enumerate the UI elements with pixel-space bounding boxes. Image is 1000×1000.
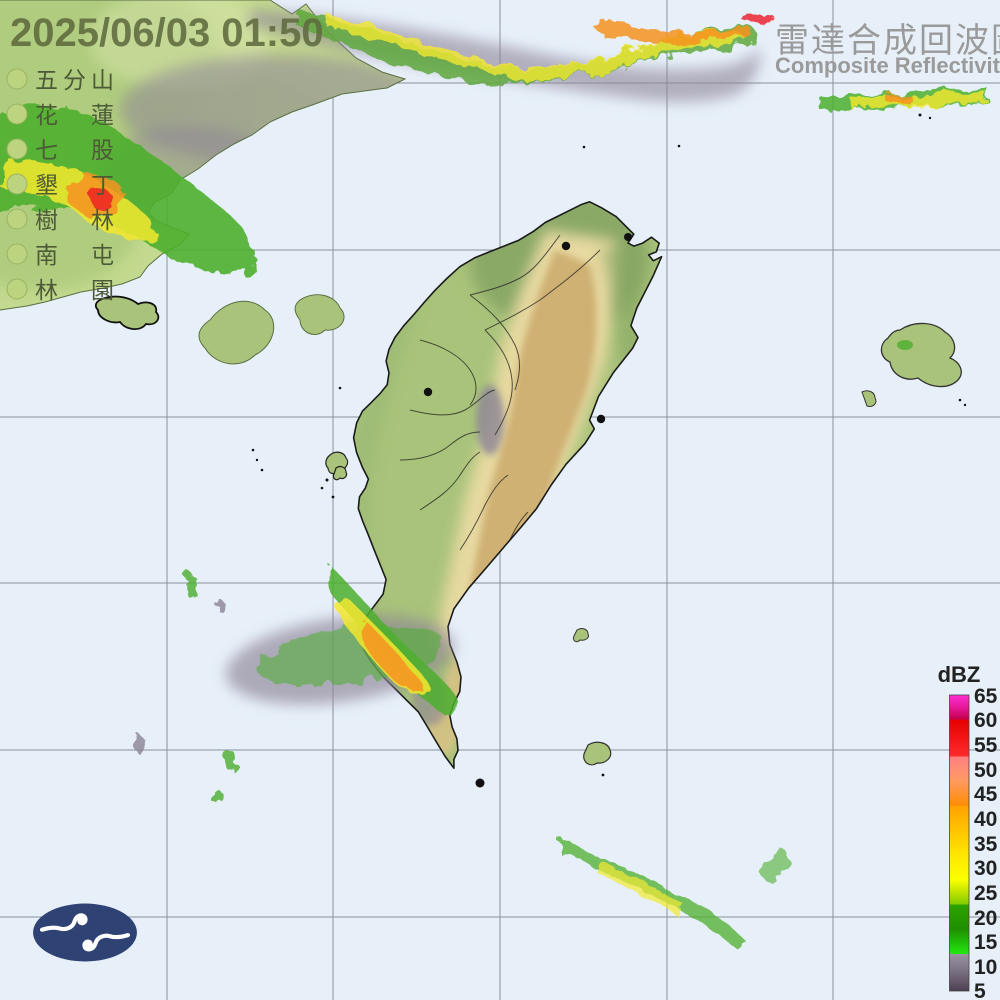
svg-text:dBZ: dBZ — [938, 662, 981, 687]
svg-text:蓮: 蓮 — [91, 102, 114, 128]
svg-text:65: 65 — [974, 685, 998, 708]
svg-text:屯: 屯 — [91, 242, 114, 268]
svg-text:林: 林 — [91, 207, 114, 233]
svg-text:五: 五 — [35, 67, 58, 93]
svg-text:園: 園 — [91, 277, 114, 303]
svg-text:Composite Reflectivity: Composite Reflectivity — [775, 53, 1000, 78]
svg-text:丁: 丁 — [91, 172, 114, 198]
svg-text:樹: 樹 — [35, 207, 58, 233]
svg-text:15: 15 — [974, 931, 998, 954]
svg-text:40: 40 — [974, 808, 997, 831]
svg-text:50: 50 — [974, 759, 997, 782]
svg-text:30: 30 — [974, 857, 997, 880]
svg-text:南: 南 — [35, 242, 58, 268]
svg-text:10: 10 — [974, 956, 997, 979]
svg-text:墾: 墾 — [35, 172, 58, 198]
svg-text:5: 5 — [974, 980, 986, 1000]
svg-text:花: 花 — [35, 102, 58, 128]
svg-text:分: 分 — [63, 67, 86, 93]
svg-text:七: 七 — [35, 137, 58, 163]
svg-text:55: 55 — [974, 734, 998, 757]
svg-text:35: 35 — [974, 833, 998, 856]
svg-text:25: 25 — [974, 882, 998, 905]
svg-text:林: 林 — [35, 277, 58, 303]
svg-text:山: 山 — [91, 67, 114, 93]
svg-text:股: 股 — [91, 137, 114, 163]
svg-text:45: 45 — [974, 783, 998, 806]
svg-text:60: 60 — [974, 709, 997, 732]
svg-text:2025/06/03 01:50: 2025/06/03 01:50 — [10, 11, 324, 55]
svg-text:20: 20 — [974, 907, 997, 930]
